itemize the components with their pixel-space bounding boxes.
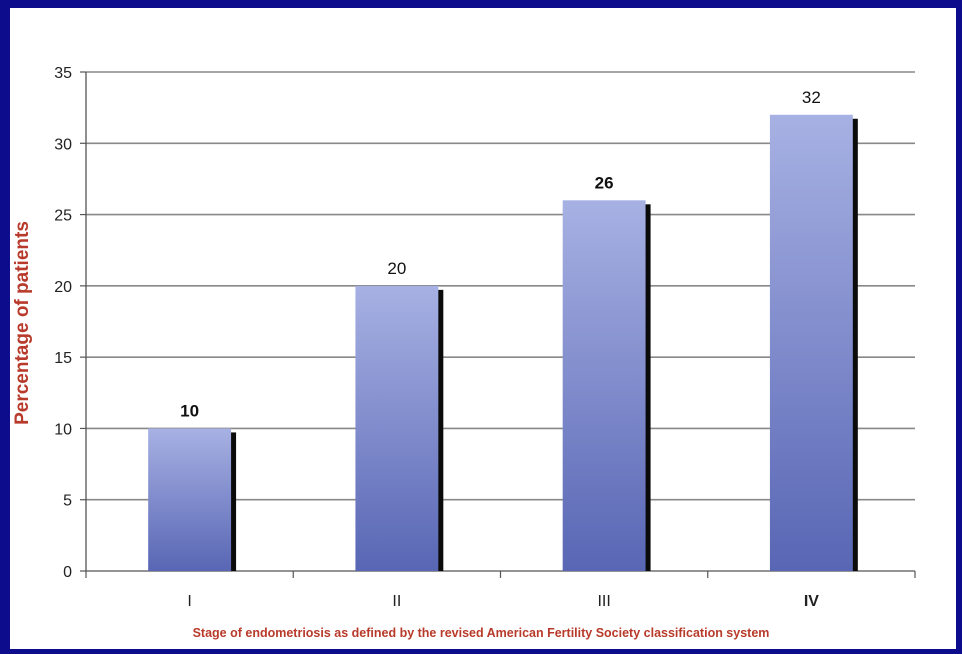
y-tick-label: 35 [54, 65, 72, 82]
x-axis-title: Stage of endometriosis as defined by the… [192, 626, 770, 640]
y-tick-label: 10 [54, 421, 72, 438]
y-tick-label: 25 [54, 208, 72, 225]
x-tick-label: IV [804, 593, 819, 610]
bar-II [355, 285, 439, 571]
y-axis-title: Percentage of patients [12, 221, 33, 425]
x-tick-label: II [392, 593, 401, 610]
bar-IV [769, 114, 853, 572]
bar-III [562, 200, 646, 572]
y-tick-label: 20 [54, 279, 72, 296]
y-tick-label: 15 [54, 350, 72, 367]
x-tick-label: III [597, 593, 610, 610]
y-tick-label: 30 [54, 136, 72, 153]
y-tick-label: 0 [63, 564, 72, 581]
data-label: 10 [180, 401, 199, 420]
data-label: 20 [387, 259, 406, 278]
x-tick-label: I [187, 593, 191, 610]
bar-I [148, 428, 232, 571]
data-label: 26 [595, 173, 614, 192]
y-tick-label: 5 [63, 493, 72, 510]
data-label: 32 [802, 88, 821, 107]
